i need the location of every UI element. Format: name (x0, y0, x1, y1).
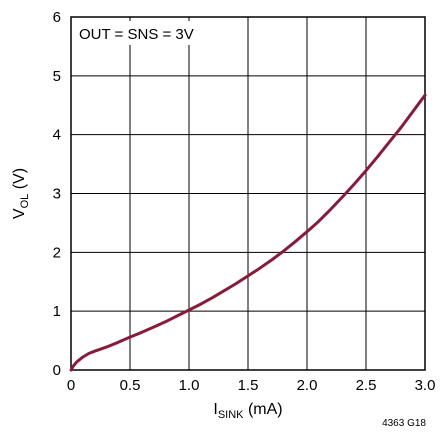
x-tick-label: 1.5 (238, 377, 259, 394)
figure-id-footnote: 4363 G18 (382, 418, 426, 429)
y-axis-label-sub: OL (19, 194, 31, 209)
x-axis-label-sub: SINK (218, 409, 244, 421)
y-tick-label: 4 (53, 127, 61, 144)
x-axis-label-unit: (mA) (244, 401, 283, 418)
x-tick-label: 3.0 (415, 377, 436, 394)
y-axis-label: VOL (V) (11, 168, 31, 219)
x-tick-label: 0.5 (120, 377, 141, 394)
x-tick-label: 0 (67, 377, 75, 394)
x-axis-label: ISINK (mA) (213, 401, 282, 421)
grid (71, 17, 425, 370)
x-axis-label-main: I (213, 401, 217, 418)
y-tick-label: 0 (53, 362, 61, 379)
series (69, 93, 427, 372)
y-axis-label-main: V (11, 208, 28, 219)
x-tick-label: 1.0 (179, 377, 200, 394)
y-tick-label: 6 (53, 9, 61, 26)
y-tick-label: 1 (53, 303, 61, 320)
y-tick-label: 5 (53, 68, 61, 85)
y-axis-label-unit: (V) (11, 168, 28, 194)
y-tick-labels: 0 1 2 3 4 5 6 (53, 9, 61, 379)
x-tick-labels: 0 0.5 1.0 1.5 2.0 2.5 3.0 (67, 377, 436, 394)
condition-annotation: OUT = SNS = 3V (79, 26, 194, 43)
x-tick-label: 2.0 (297, 377, 318, 394)
annotation-background (73, 21, 207, 45)
plot-frame (70, 16, 426, 371)
y-tick-label: 2 (53, 244, 61, 261)
series-line-vol (69, 93, 427, 372)
y-tick-label: 3 (53, 186, 61, 203)
x-tick-label: 2.5 (356, 377, 377, 394)
